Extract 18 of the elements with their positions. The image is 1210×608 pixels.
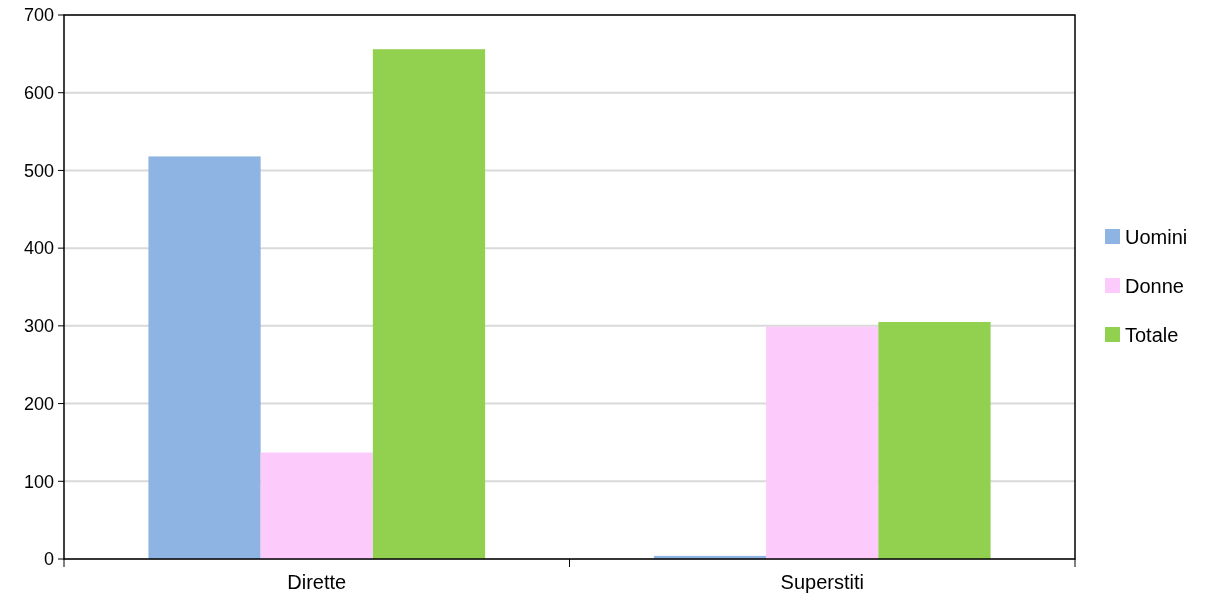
- legend-label: Uomini: [1125, 226, 1188, 248]
- bar: [148, 156, 261, 559]
- y-tick-label: 500: [23, 160, 54, 181]
- bar: [766, 326, 879, 559]
- bar: [878, 321, 991, 559]
- bar: [260, 452, 373, 559]
- legend-label: Donne: [1125, 275, 1184, 297]
- y-tick-label: 400: [23, 238, 54, 259]
- x-tick-label: Superstiti: [780, 571, 864, 593]
- y-tick-label: 100: [23, 471, 54, 492]
- legend-label: Totale: [1125, 324, 1179, 346]
- y-tick-label: 600: [23, 83, 54, 104]
- y-tick-label: 0: [43, 549, 54, 570]
- bar: [372, 49, 486, 559]
- y-tick-label: 200: [23, 393, 54, 414]
- y-tick-label: 700: [23, 5, 54, 26]
- x-tick-label: Dirette: [287, 571, 347, 593]
- y-tick-label: 300: [23, 316, 54, 337]
